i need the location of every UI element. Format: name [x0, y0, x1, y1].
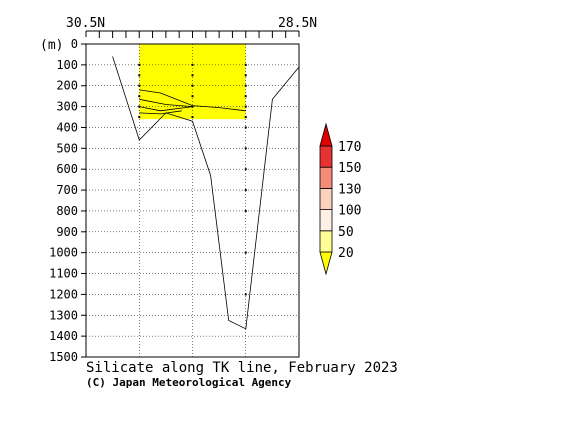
credit-text: (C) Japan Meteorological Agency — [86, 376, 292, 389]
colorbar-label: 130 — [338, 182, 361, 197]
chart-title: Silicate along TK line, February 2023 — [86, 360, 398, 376]
y-tick-label: 800 — [56, 204, 78, 218]
sample-point — [244, 168, 247, 171]
colorbar-label: 20 — [338, 246, 354, 261]
y-tick-label: 1200 — [49, 287, 78, 301]
sample-point — [244, 126, 247, 129]
y-tick-label: 1500 — [49, 350, 78, 364]
y-tick-label: 600 — [56, 162, 78, 176]
contour-line — [139, 106, 193, 112]
y-tick-label: 1400 — [49, 329, 78, 343]
sample-point — [138, 116, 141, 119]
sample-point — [191, 95, 194, 98]
colorbar-segment — [319, 166, 333, 189]
colorbar-label: 100 — [338, 204, 361, 219]
y-tick-label: 1000 — [49, 246, 78, 260]
station-layer — [138, 63, 247, 296]
y-axis-unit: (m) — [40, 38, 63, 53]
bottom-profile-line — [112, 56, 300, 330]
sample-point — [244, 95, 247, 98]
plot-frame — [85, 43, 300, 358]
sample-point — [191, 63, 194, 66]
sample-point — [244, 74, 247, 77]
sample-point — [244, 209, 247, 212]
colorbar-label: 170 — [338, 140, 361, 155]
colorbar-segment — [319, 187, 333, 210]
y-tick-label: 400 — [56, 120, 78, 134]
colorbar-upper-triangle — [319, 122, 333, 147]
colorbar-label: 150 — [338, 161, 361, 176]
sample-point — [244, 189, 247, 192]
x-label-right: 28.5N — [278, 16, 317, 31]
x-label-left: 30.5N — [66, 16, 105, 31]
sample-point — [138, 105, 141, 108]
sample-point — [191, 74, 194, 77]
y-tick-label: 900 — [56, 225, 78, 239]
contour-line — [139, 98, 193, 107]
colorbar-lower-triangle — [319, 251, 333, 276]
sample-point — [138, 84, 141, 87]
y-tick-label: 0 — [71, 37, 78, 51]
sample-point — [244, 293, 247, 296]
contour-line — [139, 110, 182, 115]
sample-point — [191, 105, 194, 108]
y-tick-label: 700 — [56, 183, 78, 197]
colorbar-label: 50 — [338, 225, 354, 240]
y-tick-label: 1100 — [49, 267, 78, 281]
colorbar-segment — [319, 209, 333, 232]
sample-point — [244, 63, 247, 66]
colorbar: 20 50 100 130 150 170 — [319, 122, 361, 276]
y-tick-label: 100 — [56, 58, 78, 72]
colorbar-segment — [319, 230, 333, 253]
y-tick-label: 1300 — [49, 308, 78, 322]
colorbar-segment — [319, 145, 333, 168]
grid-layer — [86, 44, 299, 357]
y-tick-label: 200 — [56, 79, 78, 93]
sample-point — [191, 116, 194, 119]
sample-point — [244, 105, 247, 108]
sample-point — [244, 84, 247, 87]
sample-point — [138, 63, 141, 66]
sample-point — [191, 84, 194, 87]
sample-point — [244, 116, 247, 119]
axis-layer — [81, 30, 300, 358]
sample-point — [244, 251, 247, 254]
sample-point — [138, 95, 141, 98]
y-tick-labels: 0 100 200 300 400 500 600 700 800 900 1000 1100 1200… — [49, 37, 78, 364]
sample-point — [244, 147, 247, 150]
y-tick-label: 300 — [56, 100, 78, 114]
y-tick-label: 500 — [56, 141, 78, 155]
sample-point — [138, 74, 141, 77]
